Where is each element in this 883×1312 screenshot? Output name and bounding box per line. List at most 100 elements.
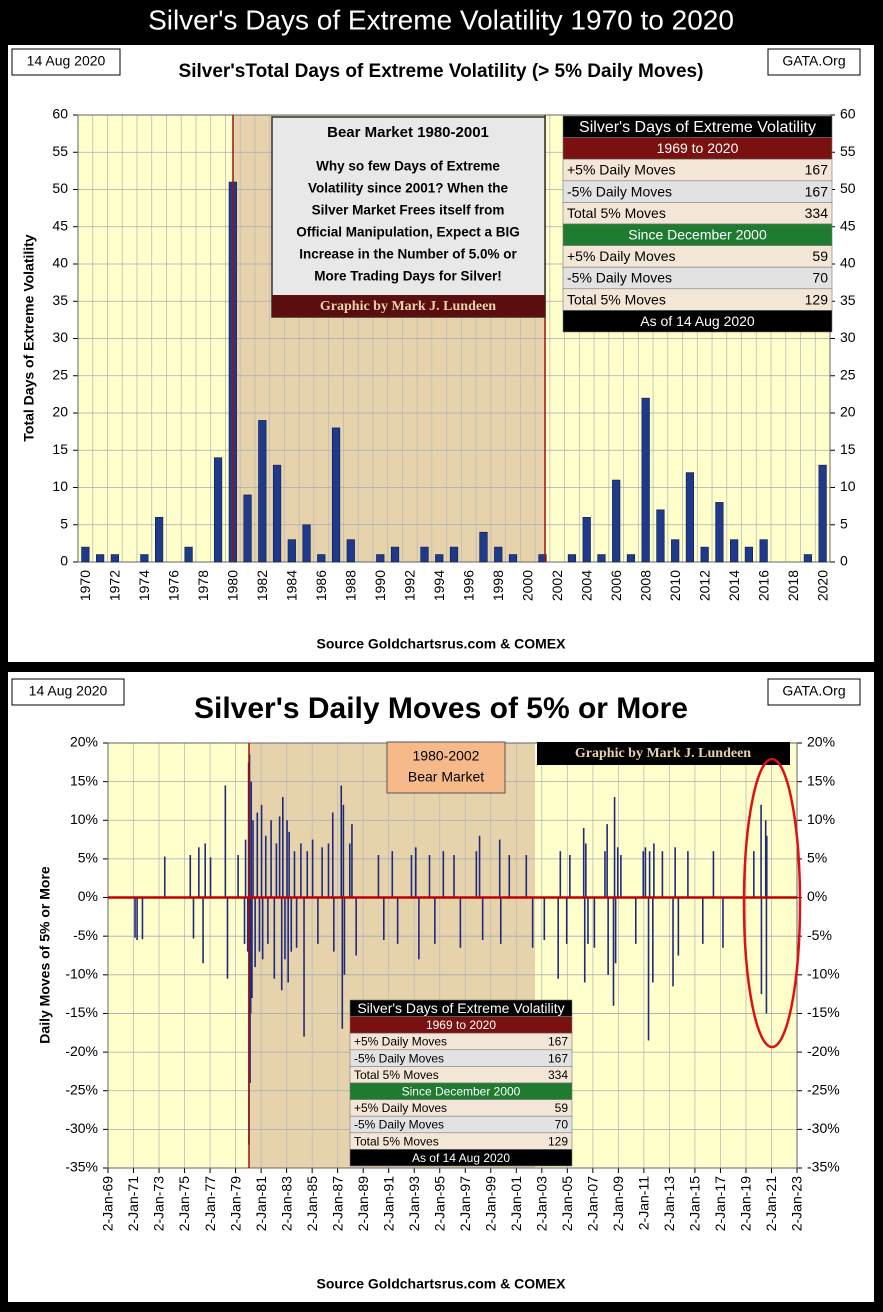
- x-tick-label: 2-Jan-21: [763, 1176, 779, 1231]
- credit-bar: [537, 742, 790, 765]
- y-tick-label: 45: [52, 217, 68, 233]
- annotation-line: Why so few Days of Extreme: [316, 159, 500, 174]
- table-row-value: 334: [548, 1068, 568, 1082]
- y-tick-label: -10%: [65, 966, 98, 982]
- bar: [582, 516, 591, 563]
- x-tick-label: 2-Jan-69: [100, 1176, 116, 1231]
- x-tick-label: 2018: [785, 570, 801, 601]
- table-row-label: Total 5% Moves: [354, 1068, 439, 1082]
- table-row-label: Total 5% Moves: [354, 1134, 439, 1148]
- y2-tick-label: 60: [840, 106, 856, 122]
- table-section-heading: 1969 to 2020: [426, 1018, 496, 1032]
- y-tick-label: 20: [52, 404, 68, 420]
- y2-tick-label: -10%: [807, 966, 840, 982]
- x-tick-label: 1986: [313, 570, 329, 601]
- annotation-line: Bear Market: [408, 769, 484, 785]
- bar: [567, 554, 577, 563]
- y-tick-label: 15: [52, 441, 68, 457]
- date-box: [11, 48, 121, 76]
- bar: [302, 524, 311, 563]
- x-tick-label: 2016: [755, 570, 771, 601]
- credit: Graphic by Mark J. Lundeen: [320, 299, 496, 314]
- bar: [626, 554, 636, 563]
- x-tick-label: 2-Jan-81: [253, 1176, 269, 1231]
- y2-tick-label: -20%: [807, 1043, 840, 1059]
- date-box: [11, 678, 125, 706]
- y2-tick-label: -35%: [807, 1159, 840, 1175]
- y-axis-label: Daily Moves of 5% or More: [37, 866, 53, 1044]
- table-row-label: -5% Daily Moves: [354, 1051, 444, 1065]
- x-tick-label: 2008: [637, 570, 653, 601]
- page-title: Silver's Days of Extreme Volatility 1970…: [148, 4, 734, 35]
- overlay: Bear Market 1980-2001 Why so few Days of…: [232, 115, 802, 1168]
- bar: [597, 554, 606, 563]
- y2-tick-label: 10%: [807, 811, 835, 827]
- bar: [803, 554, 812, 563]
- y2-tick-label: 35: [840, 292, 856, 308]
- annotation-box: [271, 116, 546, 318]
- x-tick-label: 2-Jan-91: [380, 1176, 396, 1231]
- x-tick-label: 1974: [136, 570, 152, 601]
- x-tick-label: 2-Jan-77: [202, 1176, 218, 1231]
- table-footer: As of 14 Aug 2020: [412, 1151, 510, 1165]
- bar: [258, 420, 267, 563]
- y2-tick-label: 30: [840, 329, 856, 345]
- date-label: 14 Aug 2020: [27, 53, 106, 69]
- x-tick-label: 2-Jan-23: [789, 1176, 805, 1231]
- table-title: Silver's Days of Extreme Volatility: [579, 119, 816, 136]
- x-tick-label: 1976: [166, 570, 182, 601]
- annotation-line: Increase in the Number of 5.0% or: [299, 247, 517, 262]
- bar: [243, 494, 252, 563]
- y2-tick-label: 15%: [807, 772, 835, 788]
- bar: [272, 464, 282, 563]
- annotation-title: Bear Market 1980-2001: [327, 124, 489, 141]
- x-tick-label: 1996: [460, 570, 476, 601]
- y-tick-label: 25: [52, 366, 68, 382]
- table-row-label: Total 5% Moves: [567, 291, 666, 307]
- y2-tick-label: 15: [840, 441, 856, 457]
- y-axis-label: Total Days of Extreme Volatility: [21, 234, 37, 441]
- date-label: 14 Aug 2020: [29, 683, 108, 699]
- bar: [818, 464, 827, 563]
- bar: [744, 546, 754, 563]
- x-tick-label: 1970: [77, 570, 93, 601]
- y-tick-label: 0: [60, 553, 68, 569]
- y-tick-label: 5: [60, 515, 68, 531]
- bar: [479, 531, 488, 563]
- source-label: Source Goldchartsrus.com & COMEX: [317, 636, 567, 652]
- y2-tick-label: 5: [840, 515, 848, 531]
- table-section-heading: Since December 2000: [628, 227, 767, 243]
- x-tick-label: 1972: [107, 570, 123, 601]
- y2-tick-label: 0: [840, 553, 848, 569]
- site-label: GATA.Org: [782, 53, 845, 69]
- y-tick-label: 10: [52, 478, 68, 494]
- site-box: [767, 678, 861, 706]
- bar: [641, 397, 650, 563]
- bar: [96, 554, 105, 563]
- table-row-value: 167: [548, 1051, 568, 1065]
- table-section-heading: Since December 2000: [402, 1084, 521, 1098]
- x-tick-label: 1992: [401, 570, 417, 601]
- bar: [110, 554, 119, 563]
- bar: [671, 539, 680, 563]
- x-tick-label: 2-Jan-15: [687, 1176, 703, 1231]
- x-tick-label: 2-Jan-17: [712, 1176, 728, 1231]
- bar: [140, 554, 149, 563]
- x-tick-label: 2-Jan-99: [482, 1176, 498, 1231]
- source-label: Source Goldchartsrus.com & COMEX: [317, 1276, 567, 1292]
- table-row-label: +5% Daily Moves: [354, 1035, 447, 1049]
- highlight-ellipse: [742, 757, 802, 1049]
- bar: [449, 546, 459, 563]
- y-tick-label: 15%: [70, 772, 98, 788]
- table-footer-row: [562, 310, 833, 333]
- x-tick-label: 2012: [696, 570, 712, 601]
- x-tick-label: 2-Jan-95: [431, 1176, 447, 1231]
- table-row-label: +5% Daily Moves: [567, 162, 676, 178]
- table-title: Silver's Days of Extreme Volatility: [357, 1000, 564, 1016]
- bar: [538, 554, 547, 563]
- y2-tick-label: -25%: [807, 1081, 840, 1097]
- site-label: GATA.Org: [782, 683, 845, 699]
- y-tick-label: -5%: [73, 927, 98, 943]
